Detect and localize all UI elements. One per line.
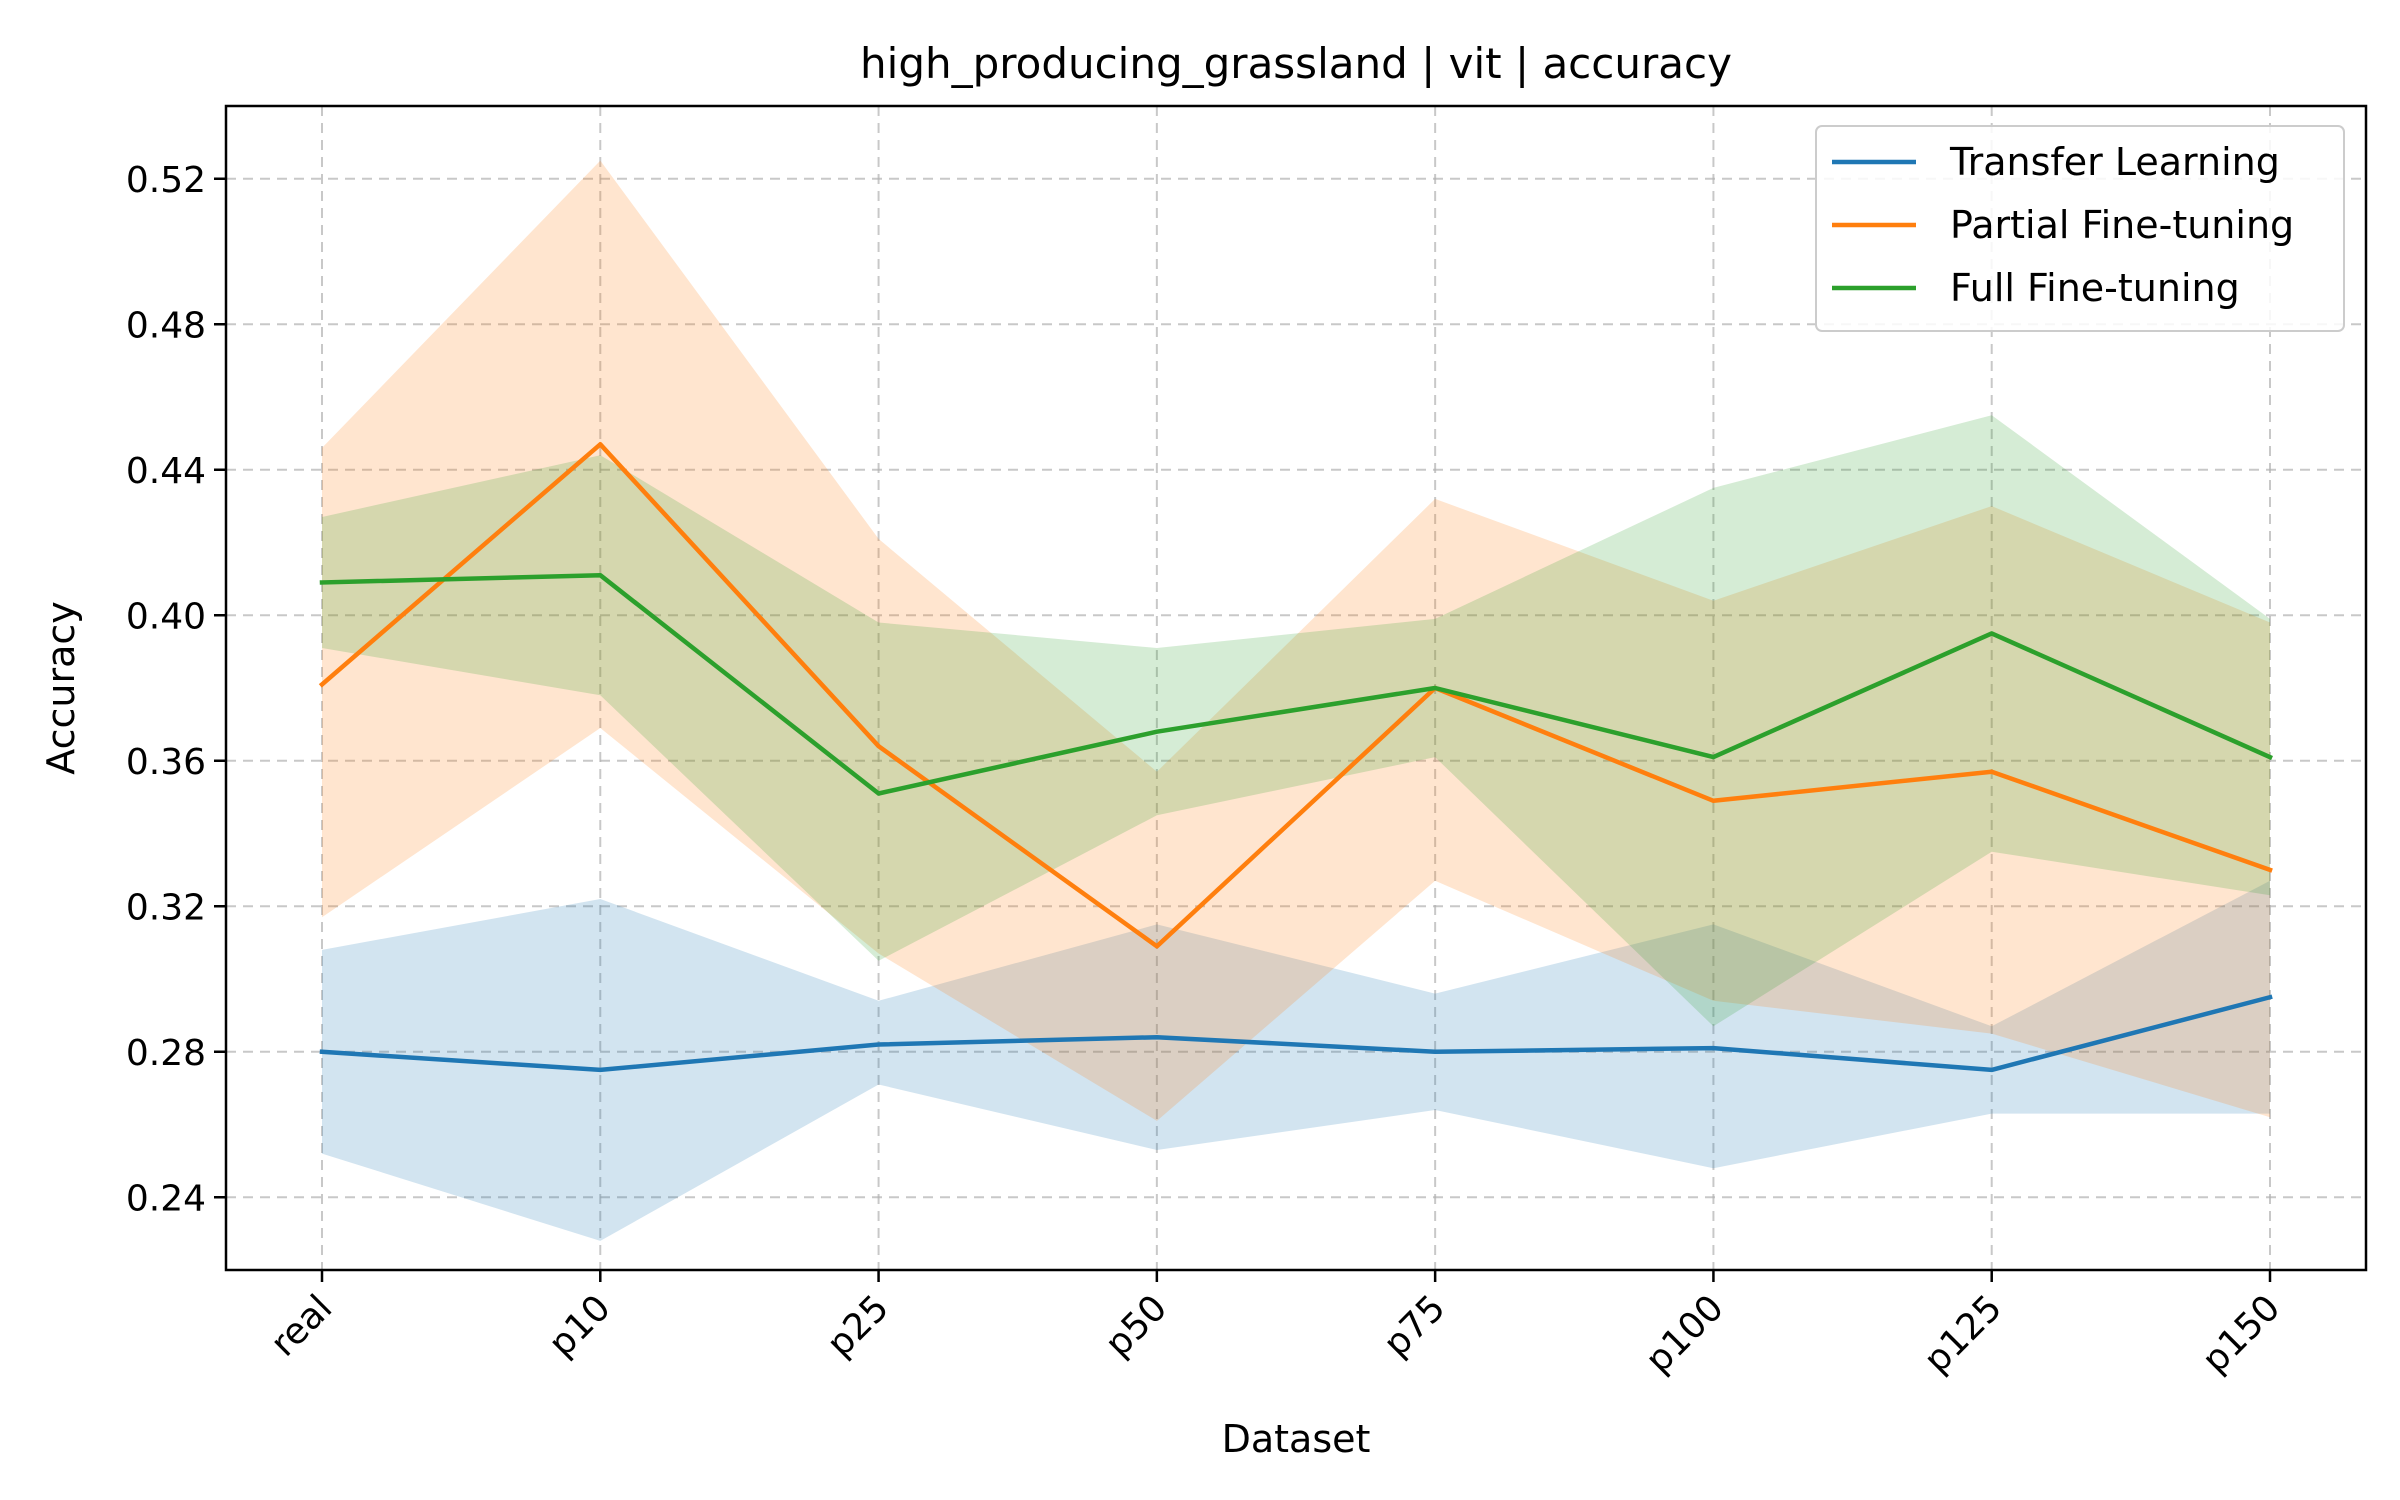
legend-label: Full Fine-tuning <box>1950 266 2240 310</box>
series-lines <box>318 442 2273 1073</box>
series-line <box>319 994 2273 1073</box>
confidence-band <box>322 880 2270 1241</box>
x-tick-label: p10 <box>541 1287 619 1365</box>
y-tick-label: 0.44 <box>126 451 206 492</box>
confidence-band <box>322 415 2270 1027</box>
confidence-band <box>322 160 2270 1121</box>
y-tick-label: 0.52 <box>126 160 206 201</box>
y-tick-label: 0.48 <box>126 305 206 346</box>
x-tick-label: p50 <box>1098 1287 1176 1365</box>
y-tick-label: 0.36 <box>126 742 206 783</box>
x-tick-label: p125 <box>1916 1287 2010 1381</box>
legend: Transfer Learning Partial Fine-tuning Full… <box>1815 125 2345 332</box>
y-axis-label: Accuracy <box>39 601 83 775</box>
x-tick-label: real <box>263 1287 340 1364</box>
y-tick-label: 0.28 <box>126 1033 206 1074</box>
y-tick-label: 0.24 <box>126 1178 206 1219</box>
series-line <box>319 572 2273 796</box>
legend-label: Transfer Learning <box>1949 140 2280 184</box>
x-tick-label: p150 <box>2195 1287 2289 1381</box>
y-tick-label: 0.40 <box>126 596 206 637</box>
y-tick-label: 0.32 <box>126 887 206 928</box>
series-line <box>318 442 2273 949</box>
chart-title: high_producing_grassland | vit | accurac… <box>860 39 1732 88</box>
legend-box <box>1815 125 2345 332</box>
x-tick-label: p75 <box>1376 1287 1454 1365</box>
x-axis-label: Dataset <box>1222 1417 1371 1461</box>
legend-label: Partial Fine-tuning <box>1950 203 2294 247</box>
confidence-bands <box>322 160 2270 1241</box>
x-tick-label: p100 <box>1638 1287 1732 1381</box>
x-tick-label: p25 <box>819 1287 897 1365</box>
plot-frame <box>224 104 2368 1272</box>
